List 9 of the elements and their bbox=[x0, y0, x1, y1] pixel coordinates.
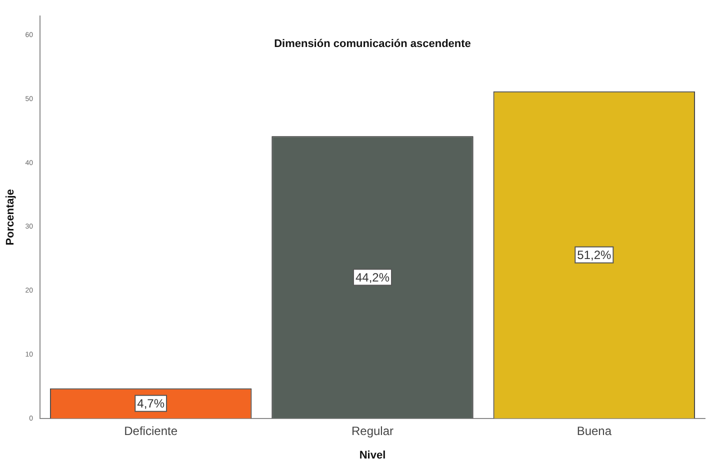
data-label: 4,7% bbox=[137, 396, 165, 411]
data-label: 51,2% bbox=[577, 248, 612, 262]
y-axis-title: Porcentaje bbox=[4, 189, 17, 246]
x-tick-label: Regular bbox=[351, 424, 394, 438]
x-tick-label: Deficiente bbox=[124, 424, 178, 438]
x-axis-title: Nivel bbox=[359, 449, 386, 462]
x-tick-label: Buena bbox=[576, 424, 612, 438]
text: Dimensión comunicación ascendente bbox=[274, 38, 471, 50]
data-label: 44,2% bbox=[355, 270, 390, 285]
